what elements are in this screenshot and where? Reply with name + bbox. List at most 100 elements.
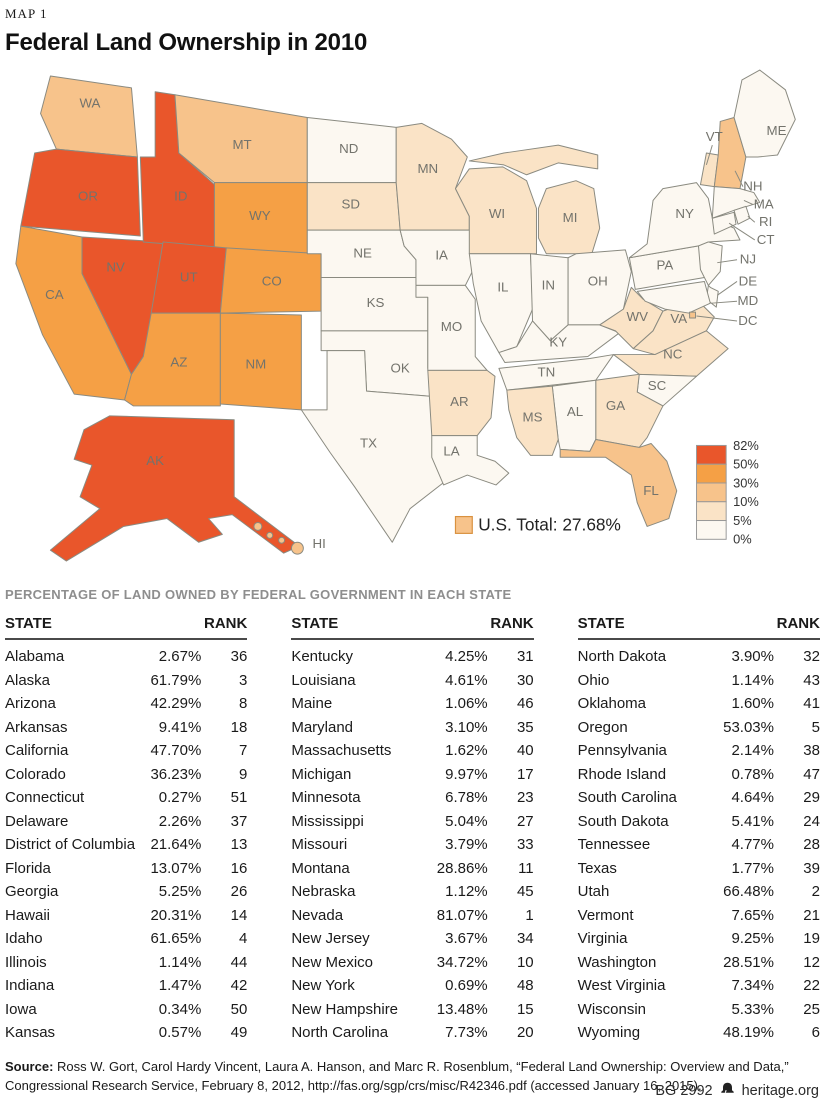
state-label-MD: MD <box>738 293 759 308</box>
state-rank: 36 <box>230 648 248 666</box>
state-label-HI: HI <box>312 536 325 551</box>
state-rank: 13 <box>230 836 248 854</box>
state-name: Iowa <box>5 1000 37 1018</box>
state-name: New Hampshire <box>291 1000 399 1018</box>
state-label-KY: KY <box>549 335 567 350</box>
state-rank: 51 <box>230 789 248 807</box>
legend-tick-label: 82% <box>733 438 759 453</box>
state-name: Arkansas <box>5 718 68 736</box>
state-rank: 50 <box>230 1000 248 1018</box>
state-name: District of Columbia <box>5 836 136 854</box>
state-rank: 29 <box>803 789 820 807</box>
state-rank: 31 <box>516 648 534 666</box>
table-row: Maine 1.06% 46 <box>291 692 533 716</box>
table-row: South Carolina 4.64% 29 <box>578 786 820 810</box>
state-label-TN: TN <box>537 364 555 379</box>
table-row: Pennsylvania 2.14% 38 <box>578 739 820 763</box>
state-NY <box>628 182 741 259</box>
table-row: North Carolina 7.73% 20 <box>291 1021 533 1045</box>
state-pct: 61.79% <box>150 671 202 689</box>
state-label-NE: NE <box>353 246 372 261</box>
leader-line <box>743 200 754 205</box>
table-body: Kentucky 4.25% 31 Louisiana 4.61% 30 Maine 1.06… <box>291 640 533 1045</box>
state-name: New York <box>291 977 355 995</box>
state-label-LA: LA <box>443 443 459 458</box>
state-pct: 42.29% <box>150 695 202 713</box>
leader-line <box>716 281 738 296</box>
state-rank: 20 <box>516 1024 534 1042</box>
state-pct: 1.06% <box>445 695 488 713</box>
state-pct: 6.78% <box>445 789 488 807</box>
heritage-bell-icon <box>720 1082 735 1100</box>
state-name: Massachusetts <box>291 742 392 760</box>
table-row: Rhode Island 0.78% 47 <box>578 763 820 787</box>
legend-tick-label: 0% <box>733 532 752 547</box>
source-label: Source: <box>5 1058 54 1074</box>
heritage-site-link[interactable]: heritage.org <box>741 1083 819 1099</box>
state-rank: 24 <box>803 812 820 830</box>
state-name: Colorado <box>5 765 66 783</box>
state-rank: 12 <box>803 953 820 971</box>
header-state: STATE <box>577 615 625 632</box>
leader-line <box>734 170 744 187</box>
state-pct: 0.69% <box>445 977 488 995</box>
state-name: Delaware <box>5 812 69 830</box>
map-kicker: MAP 1 <box>5 6 48 21</box>
state-rank: 33 <box>516 836 534 854</box>
state-name: Alaska <box>5 671 51 689</box>
state-DC <box>689 311 697 319</box>
state-pct: 1.12% <box>445 883 488 901</box>
state-label-IL: IL <box>497 279 508 294</box>
state-rank: 40 <box>516 742 534 760</box>
state-pct: 66.48% <box>723 883 774 901</box>
table-column: STATE RANK Alabama 2.67% 36 Alaska 61.79% 3 Ariz… <box>5 612 248 1045</box>
state-CT <box>711 211 737 235</box>
state-label-WA: WA <box>79 96 100 111</box>
state-name: Ohio <box>577 671 610 689</box>
state-rank: 15 <box>516 1000 534 1018</box>
state-rank: 32 <box>803 648 820 666</box>
state-rank: 5 <box>811 718 820 736</box>
table-row: South Dakota 5.41% 24 <box>578 810 820 834</box>
state-label-NC: NC <box>663 347 683 362</box>
state-name: Illinois <box>5 953 47 971</box>
state-ME <box>733 69 796 158</box>
table-row: Tennessee 4.77% 28 <box>578 833 820 857</box>
table-row: Wisconsin 5.33% 25 <box>578 998 820 1022</box>
state-pct: 3.10% <box>445 718 488 736</box>
state-FL <box>559 439 678 527</box>
table-row: Louisiana 4.61% 30 <box>291 669 533 693</box>
state-pct: 21.64% <box>150 836 202 854</box>
state-pct: 0.27% <box>158 789 202 807</box>
state-label-NJ: NJ <box>740 252 756 267</box>
state-name: North Dakota <box>577 648 667 666</box>
state-pct: 4.77% <box>731 836 774 854</box>
brand-footer: BG 2992 heritage.org <box>655 1082 819 1100</box>
state-label-AL: AL <box>567 404 583 419</box>
state-rank: 47 <box>803 765 820 783</box>
state-pct: 2.26% <box>158 812 202 830</box>
state-label-MT: MT <box>232 137 251 152</box>
state-pct: 1.60% <box>731 695 774 713</box>
table-row: California 47.70% 7 <box>5 739 247 763</box>
table-row: New Mexico 34.72% 10 <box>291 951 533 975</box>
state-pct: 61.65% <box>150 930 202 948</box>
bg-number: BG 2992 <box>655 1083 713 1099</box>
state-pct: 81.07% <box>436 906 488 924</box>
state-name: Rhode Island <box>577 765 667 783</box>
state-pct: 13.07% <box>150 859 202 877</box>
table-row: Alaska 61.79% 3 <box>5 669 247 693</box>
table-row: Nebraska 1.12% 45 <box>291 880 533 904</box>
state-pct: 28.86% <box>436 859 488 877</box>
state-pct: 20.31% <box>150 906 202 924</box>
state-label-SC: SC <box>648 378 667 393</box>
legend-swatch <box>696 520 727 540</box>
state-rank-table: STATE RANK Alabama 2.67% 36 Alaska 61.79% 3 Ariz… <box>5 612 820 1045</box>
table-row: Oregon 53.03% 5 <box>578 716 820 740</box>
table-row: Hawaii 20.31% 14 <box>5 904 247 928</box>
state-pct: 4.64% <box>731 789 774 807</box>
us-total-label: U.S. Total: 27.68% <box>478 514 621 534</box>
legend-swatch <box>696 482 727 503</box>
legend-tick-label: 50% <box>733 457 759 472</box>
state-rank: 27 <box>516 812 534 830</box>
